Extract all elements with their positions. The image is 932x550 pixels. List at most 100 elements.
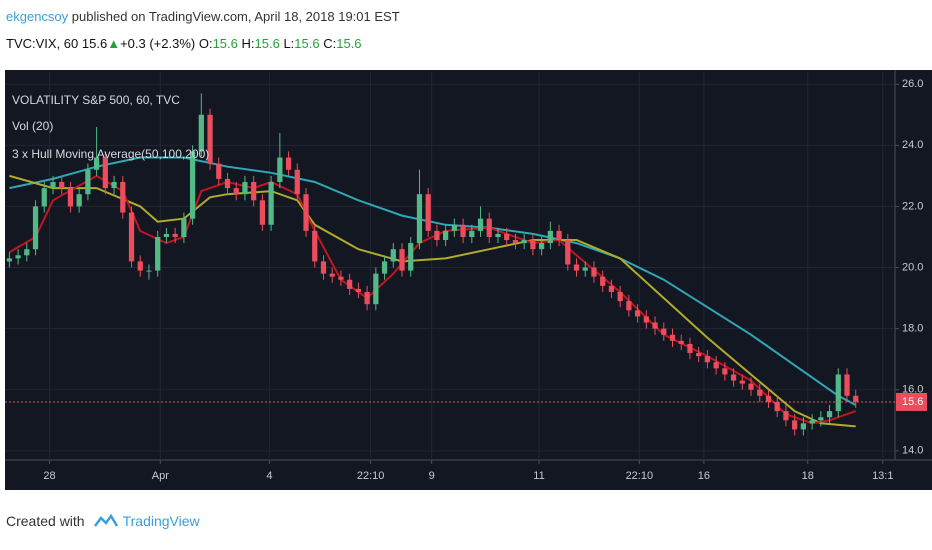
candle-body — [364, 291, 370, 305]
candle-body — [285, 157, 292, 170]
candle-body — [259, 200, 266, 225]
candle-body — [268, 181, 274, 225]
candle-body — [277, 157, 283, 182]
chart-title: VOLATILITY S&P 500, 60, TVC — [12, 93, 180, 107]
brand-logo — [93, 513, 118, 527]
h-label: H: — [241, 36, 255, 51]
x-tick-label: 22:10 — [357, 470, 385, 482]
candle-body — [835, 374, 841, 412]
candle-body — [826, 411, 833, 418]
last-price-box — [896, 392, 927, 411]
candle-body — [582, 267, 588, 271]
candle-body — [76, 194, 82, 207]
o-value: 15.6 — [212, 36, 238, 51]
candle-body — [591, 267, 597, 277]
symbol-line: TVC:VIX, 60 15.6▲+0.3 (+2.3%) O:15.6 H:1… — [6, 36, 362, 51]
candle-body — [434, 230, 440, 241]
candle-body — [172, 233, 178, 237]
candles — [6, 93, 859, 436]
candle-body — [347, 279, 353, 289]
c-label: C: — [323, 36, 337, 51]
candle-body — [626, 301, 632, 311]
x-tick-label: 13:1 — [872, 470, 893, 482]
candle-body — [312, 230, 318, 262]
candle-body — [6, 258, 12, 262]
x-tick-label: 16 — [698, 470, 710, 482]
candle-body — [704, 356, 711, 363]
candle-body — [573, 264, 580, 271]
last-price: 15.6 — [81, 36, 108, 51]
labels: 14.0 16.0 18.0 20.0 22.0 24.0 26.0 28 Apr 4 22:10 9… — [5, 78, 927, 482]
y-tick-label: 14.0 — [902, 445, 923, 457]
l-label: L: — [283, 36, 295, 51]
candle-body — [390, 249, 396, 262]
candle-body — [774, 401, 780, 412]
candle-body — [521, 240, 527, 244]
x-tick-label: 18 — [802, 470, 814, 482]
candle-body — [634, 310, 641, 317]
candle-body — [399, 249, 405, 271]
candle-body — [242, 181, 248, 195]
candle-body — [722, 368, 728, 375]
x-tick-label: 9 — [429, 470, 435, 482]
candle-body — [486, 218, 492, 237]
candle-body — [320, 261, 327, 274]
candle-body — [739, 380, 745, 384]
x-tick-label: Apr — [152, 470, 169, 482]
candle-body — [207, 114, 213, 164]
o-label: O: — [198, 36, 213, 51]
y-tick-label: 22.0 — [902, 200, 923, 212]
candle-body — [765, 395, 772, 402]
candle-body — [338, 276, 344, 280]
candle-body — [155, 236, 161, 271]
candle-body — [416, 194, 423, 244]
candle-body — [355, 288, 361, 292]
candle-body — [443, 230, 449, 241]
candle-body — [783, 411, 789, 421]
l-value: 15.6 — [294, 36, 320, 51]
change: +0.3 (+2.3%) — [120, 36, 196, 51]
candle-body — [565, 240, 571, 265]
candle-body — [643, 316, 649, 323]
candle-body — [730, 374, 737, 381]
candle-body — [32, 206, 39, 250]
candle-body — [120, 181, 126, 213]
created-with: Created with — [6, 513, 85, 529]
y-tick-label: 18.0 — [902, 323, 923, 335]
candle-body — [608, 285, 615, 292]
symbol: TVC:VIX, 60 — [6, 36, 79, 51]
candle-body — [67, 188, 74, 207]
candle-body — [512, 240, 519, 244]
candle-body — [757, 389, 763, 396]
candle-body — [163, 233, 170, 237]
candle-body — [504, 233, 510, 241]
indicator-label: Vol (20) — [12, 119, 53, 133]
candle-body — [15, 255, 21, 259]
candle-body — [146, 270, 152, 272]
candle-body — [128, 212, 135, 262]
candle-body — [189, 151, 196, 219]
candle-body — [809, 420, 815, 424]
candle-body — [102, 157, 108, 189]
candle-body — [818, 417, 824, 421]
indicator-label: 3 x Hull Moving Average(50,100,200) — [12, 147, 209, 161]
candle-body — [233, 188, 239, 195]
chart: 14.0 16.0 18.0 20.0 22.0 24.0 26.0 28 Apr 4 22:10 9… — [5, 70, 932, 490]
candle-body — [617, 291, 623, 302]
brand[interactable]: TradingView — [122, 513, 200, 529]
candle-body — [198, 114, 204, 152]
candle-body — [181, 218, 187, 237]
candle-body — [547, 230, 553, 244]
candle-body — [425, 194, 431, 231]
candle-body — [451, 224, 457, 231]
publisher[interactable]: ekgencsoy — [6, 9, 69, 24]
candle-body — [661, 328, 667, 335]
candle-body — [792, 420, 798, 430]
x-tick-label: 28 — [43, 470, 55, 482]
footer: Created with TradingView — [6, 512, 200, 530]
chart-background — [5, 70, 932, 490]
candle-body — [408, 243, 414, 271]
h-value: 15.6 — [254, 36, 280, 51]
candle-body — [600, 276, 606, 286]
